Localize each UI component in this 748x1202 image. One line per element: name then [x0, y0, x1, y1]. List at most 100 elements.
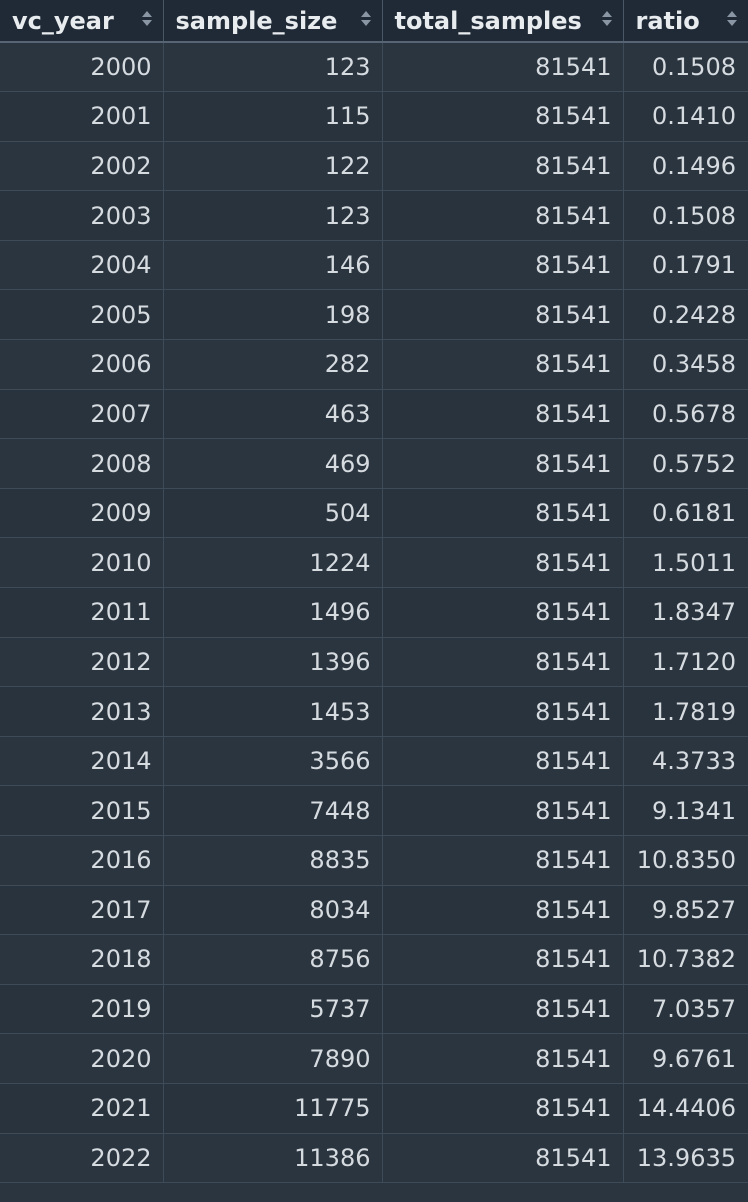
table-row: 2003 123 81541 0.1508 — [0, 190, 748, 241]
cell-total-samples: 81541 — [382, 1133, 624, 1184]
table-row: 2002 122 81541 0.1496 — [0, 141, 748, 192]
cell-sample-size: 11775 — [163, 1083, 383, 1134]
cell-vc-year: 2015 — [0, 785, 164, 836]
table-header: vc_year sample_size total_samples ratio — [0, 0, 748, 43]
cell-sample-size: 5737 — [163, 984, 383, 1035]
cell-total-samples: 81541 — [382, 785, 624, 836]
cell-ratio: 0.6181 — [623, 488, 748, 539]
cell-vc-year: 2005 — [0, 289, 164, 341]
cell-total-samples: 81541 — [382, 637, 624, 688]
sort-icon[interactable] — [360, 8, 372, 28]
column-header-ratio[interactable]: ratio — [623, 0, 748, 43]
cell-ratio: 4.3733 — [623, 736, 748, 787]
cell-sample-size: 146 — [163, 240, 383, 291]
table-row: 2007 463 81541 0.5678 — [0, 389, 748, 440]
cell-vc-year: 2022 — [0, 1133, 164, 1184]
column-header-sample-size[interactable]: sample_size — [163, 0, 383, 43]
cell-sample-size: 11386 — [163, 1133, 383, 1184]
cell-ratio: 1.7819 — [623, 686, 748, 737]
table-row: 2022 11386 81541 13.9635 — [0, 1133, 748, 1184]
cell-total-samples: 81541 — [382, 686, 624, 737]
sort-icon[interactable] — [726, 8, 738, 28]
table-row: 2000 123 81541 0.1508 — [0, 42, 748, 93]
table-row: 2020 7890 81541 9.6761 — [0, 1033, 748, 1084]
table-row: 2016 8835 81541 10.8350 — [0, 835, 748, 886]
cell-sample-size: 1453 — [163, 686, 383, 737]
table-row: 2013 1453 81541 1.7819 — [0, 686, 748, 737]
cell-ratio: 0.3458 — [623, 339, 748, 390]
cell-sample-size: 122 — [163, 141, 383, 192]
table-row: 2017 8034 81541 9.8527 — [0, 885, 748, 936]
cell-vc-year: 2013 — [0, 686, 164, 737]
cell-vc-year: 2014 — [0, 736, 164, 787]
column-header-label: sample_size — [175, 6, 338, 35]
cell-total-samples: 81541 — [382, 537, 624, 589]
table-row: 2008 469 81541 0.5752 — [0, 438, 748, 489]
cell-ratio: 9.6761 — [623, 1033, 748, 1084]
cell-vc-year: 2004 — [0, 240, 164, 291]
cell-vc-year: 2012 — [0, 637, 164, 688]
cell-vc-year: 2007 — [0, 389, 164, 440]
cell-ratio: 7.0357 — [623, 984, 748, 1035]
cell-vc-year: 2019 — [0, 984, 164, 1035]
cell-sample-size: 1496 — [163, 587, 383, 638]
cell-total-samples: 81541 — [382, 1083, 624, 1134]
cell-sample-size: 469 — [163, 438, 383, 489]
cell-ratio: 0.1410 — [623, 91, 748, 142]
sort-icon[interactable] — [141, 8, 153, 28]
cell-sample-size: 3566 — [163, 736, 383, 787]
cell-total-samples: 81541 — [382, 1033, 624, 1084]
cell-sample-size: 8034 — [163, 885, 383, 936]
cell-vc-year: 2009 — [0, 488, 164, 539]
cell-ratio: 14.4406 — [623, 1083, 748, 1134]
cell-sample-size: 463 — [163, 389, 383, 440]
cell-vc-year: 2016 — [0, 835, 164, 886]
cell-total-samples: 81541 — [382, 885, 624, 936]
cell-sample-size: 504 — [163, 488, 383, 539]
cell-ratio: 10.7382 — [623, 934, 748, 985]
table-row: 2014 3566 81541 4.3733 — [0, 736, 748, 787]
cell-ratio: 0.1496 — [623, 141, 748, 192]
cell-vc-year: 2021 — [0, 1083, 164, 1134]
cell-total-samples: 81541 — [382, 835, 624, 886]
column-header-vc-year[interactable]: vc_year — [0, 0, 164, 43]
table-row: 2009 504 81541 0.6181 — [0, 488, 748, 539]
table-row: 2001 115 81541 0.1410 — [0, 91, 748, 142]
table-row: 2012 1396 81541 1.7120 — [0, 637, 748, 688]
cell-vc-year: 2018 — [0, 934, 164, 985]
table-row: 2018 8756 81541 10.7382 — [0, 934, 748, 985]
cell-sample-size: 7448 — [163, 785, 383, 836]
cell-sample-size: 8756 — [163, 934, 383, 985]
cell-vc-year: 2003 — [0, 190, 164, 241]
column-header-label: ratio — [635, 6, 700, 35]
cell-total-samples: 81541 — [382, 42, 624, 93]
cell-total-samples: 81541 — [382, 91, 624, 142]
cell-sample-size: 115 — [163, 91, 383, 142]
table-row: 2004 146 81541 0.1791 — [0, 240, 748, 291]
cell-ratio: 0.1508 — [623, 190, 748, 241]
cell-total-samples: 81541 — [382, 587, 624, 638]
cell-sample-size: 123 — [163, 190, 383, 241]
cell-vc-year: 2011 — [0, 587, 164, 638]
cell-ratio: 0.2428 — [623, 289, 748, 341]
cell-total-samples: 81541 — [382, 984, 624, 1035]
cell-vc-year: 2006 — [0, 339, 164, 390]
cell-total-samples: 81541 — [382, 240, 624, 291]
table-row: 2006 282 81541 0.3458 — [0, 339, 748, 390]
cell-ratio: 10.8350 — [623, 835, 748, 886]
column-header-total-samples[interactable]: total_samples — [382, 0, 624, 43]
cell-total-samples: 81541 — [382, 438, 624, 489]
cell-sample-size: 1396 — [163, 637, 383, 688]
cell-total-samples: 81541 — [382, 736, 624, 787]
sort-icon[interactable] — [601, 8, 613, 28]
cell-vc-year: 2002 — [0, 141, 164, 192]
cell-total-samples: 81541 — [382, 141, 624, 192]
table-row: 2011 1496 81541 1.8347 — [0, 587, 748, 638]
cell-total-samples: 81541 — [382, 934, 624, 985]
cell-ratio: 9.8527 — [623, 885, 748, 936]
cell-ratio: 0.1791 — [623, 240, 748, 291]
cell-ratio: 0.5752 — [623, 438, 748, 489]
table-row: 2015 7448 81541 9.1341 — [0, 785, 748, 836]
cell-ratio: 0.5678 — [623, 389, 748, 440]
